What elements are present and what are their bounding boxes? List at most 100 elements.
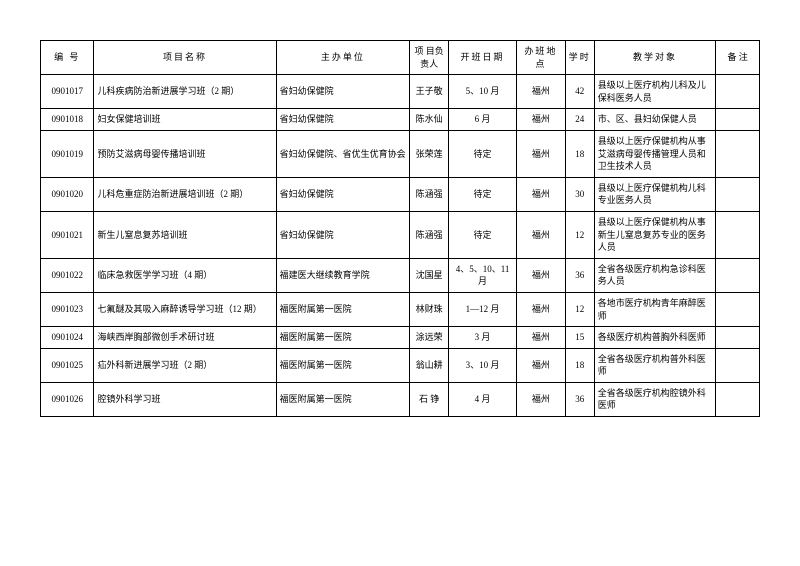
- cell-date: 4 月: [449, 382, 517, 416]
- cell-target: 市、区、县妇幼保健人员: [594, 109, 715, 131]
- cell-id: 0901025: [41, 348, 94, 382]
- cell-id: 0901021: [41, 211, 94, 258]
- cell-leader: 沈国星: [410, 258, 449, 292]
- cell-hours: 15: [565, 327, 594, 349]
- cell-date: 3、10 月: [449, 348, 517, 382]
- cell-target: 全省各级医疗机构腔镜外科医师: [594, 382, 715, 416]
- cell-date: 待定: [449, 130, 517, 177]
- cell-leader: 王子敬: [410, 75, 449, 109]
- table-body: 0901017儿科疾病防治新进展学习班（2 期）省妇幼保健院王子敬5、10 月福…: [41, 75, 760, 417]
- cell-leader: 林财珠: [410, 292, 449, 326]
- table-row: 0901023七氟醚及其吸入麻醉诱导学习班（12 期）福医附属第一医院林财珠1—…: [41, 292, 760, 326]
- cell-note: [716, 75, 760, 109]
- cell-date: 4、5、10、11月: [449, 258, 517, 292]
- cell-hours: 12: [565, 211, 594, 258]
- cell-id: 0901018: [41, 109, 94, 131]
- cell-date: 3 月: [449, 327, 517, 349]
- header-row: 编 号 项目名称 主办单位 项 目负责人 开班日期 办班地点 学时 教学对象 备…: [41, 41, 760, 75]
- cell-hours: 12: [565, 292, 594, 326]
- cell-loc: 福州: [517, 348, 566, 382]
- cell-id: 0901026: [41, 382, 94, 416]
- cell-hours: 36: [565, 382, 594, 416]
- cell-org: 省妇幼保健院、省优生优育协会: [276, 130, 410, 177]
- cell-note: [716, 109, 760, 131]
- col-header-id: 编 号: [41, 41, 94, 75]
- cell-loc: 福州: [517, 258, 566, 292]
- cell-hours: 42: [565, 75, 594, 109]
- cell-org: 福医附属第一医院: [276, 327, 410, 349]
- col-header-name: 项目名称: [94, 41, 276, 75]
- cell-note: [716, 327, 760, 349]
- cell-name: 预防艾滋病母婴传播培训班: [94, 130, 276, 177]
- cell-leader: 涂远荣: [410, 327, 449, 349]
- cell-target: 县级以上医疗机构儿科及儿保科医务人员: [594, 75, 715, 109]
- cell-leader: 陈水仙: [410, 109, 449, 131]
- cell-org: 省妇幼保健院: [276, 177, 410, 211]
- cell-note: [716, 211, 760, 258]
- table-row: 0901018妇女保健培训班省妇幼保健院陈水仙6 月福州24市、区、县妇幼保健人…: [41, 109, 760, 131]
- col-header-org: 主办单位: [276, 41, 410, 75]
- cell-note: [716, 348, 760, 382]
- table-row: 0901022临床急救医学学习班（4 期）福建医大继续教育学院沈国星4、5、10…: [41, 258, 760, 292]
- cell-name: 儿科疾病防治新进展学习班（2 期）: [94, 75, 276, 109]
- cell-date: 待定: [449, 177, 517, 211]
- cell-hours: 24: [565, 109, 594, 131]
- cell-org: 省妇幼保健院: [276, 211, 410, 258]
- cell-loc: 福州: [517, 177, 566, 211]
- cell-loc: 福州: [517, 382, 566, 416]
- cell-id: 0901020: [41, 177, 94, 211]
- cell-note: [716, 177, 760, 211]
- cell-id: 0901022: [41, 258, 94, 292]
- table-row: 0901025疝外科新进展学习班（2 期）福医附属第一医院翁山耕3、10 月福州…: [41, 348, 760, 382]
- cell-id: 0901019: [41, 130, 94, 177]
- cell-date: 5、10 月: [449, 75, 517, 109]
- cell-leader: 翁山耕: [410, 348, 449, 382]
- cell-target: 各级医疗机构普胸外科医师: [594, 327, 715, 349]
- cell-id: 0901023: [41, 292, 94, 326]
- cell-note: [716, 292, 760, 326]
- col-header-target: 教学对象: [594, 41, 715, 75]
- cell-note: [716, 130, 760, 177]
- table-row: 0901020儿科危重症防治新进展培训班（2 期）省妇幼保健院陈涵强待定福州30…: [41, 177, 760, 211]
- cell-name: 腔镜外科学习班: [94, 382, 276, 416]
- cell-target: 县级以上医疗保健机构儿科专业医务人员: [594, 177, 715, 211]
- cell-name: 海峡西岸胸部微创手术研讨班: [94, 327, 276, 349]
- cell-loc: 福州: [517, 109, 566, 131]
- cell-target: 全省各级医疗机构普外科医师: [594, 348, 715, 382]
- table-row: 0901019预防艾滋病母婴传播培训班省妇幼保健院、省优生优育协会张荣莲待定福州…: [41, 130, 760, 177]
- col-header-hours: 学时: [565, 41, 594, 75]
- cell-date: 1—12 月: [449, 292, 517, 326]
- cell-name: 疝外科新进展学习班（2 期）: [94, 348, 276, 382]
- cell-date: 6 月: [449, 109, 517, 131]
- col-header-loc: 办班地点: [517, 41, 566, 75]
- cell-org: 省妇幼保健院: [276, 75, 410, 109]
- cell-hours: 18: [565, 130, 594, 177]
- cell-id: 0901024: [41, 327, 94, 349]
- table-row: 0901017儿科疾病防治新进展学习班（2 期）省妇幼保健院王子敬5、10 月福…: [41, 75, 760, 109]
- cell-target: 县级以上医疗保健机构从事艾滋病母婴传播管理人员和卫生技术人员: [594, 130, 715, 177]
- cell-note: [716, 258, 760, 292]
- cell-org: 省妇幼保健院: [276, 109, 410, 131]
- col-header-note: 备 注: [716, 41, 760, 75]
- cell-name: 七氟醚及其吸入麻醉诱导学习班（12 期）: [94, 292, 276, 326]
- cell-name: 妇女保健培训班: [94, 109, 276, 131]
- cell-target: 各地市医疗机构青年麻醉医师: [594, 292, 715, 326]
- cell-loc: 福州: [517, 75, 566, 109]
- table-row: 0901021新生儿窒息复苏培训班省妇幼保健院陈涵强待定福州12县级以上医疗保健…: [41, 211, 760, 258]
- cell-name: 新生儿窒息复苏培训班: [94, 211, 276, 258]
- table-row: 0901026腔镜外科学习班福医附属第一医院石 铮4 月福州36全省各级医疗机构…: [41, 382, 760, 416]
- cell-target: 全省各级医疗机构急诊科医务人员: [594, 258, 715, 292]
- cell-date: 待定: [449, 211, 517, 258]
- cell-hours: 30: [565, 177, 594, 211]
- training-courses-table: 编 号 项目名称 主办单位 项 目负责人 开班日期 办班地点 学时 教学对象 备…: [40, 40, 760, 417]
- col-header-date: 开班日期: [449, 41, 517, 75]
- cell-org: 福医附属第一医院: [276, 292, 410, 326]
- cell-loc: 福州: [517, 292, 566, 326]
- cell-name: 临床急救医学学习班（4 期）: [94, 258, 276, 292]
- cell-loc: 福州: [517, 211, 566, 258]
- cell-hours: 18: [565, 348, 594, 382]
- cell-id: 0901017: [41, 75, 94, 109]
- cell-loc: 福州: [517, 327, 566, 349]
- cell-leader: 陈涵强: [410, 177, 449, 211]
- cell-target: 县级以上医疗保健机构从事新生儿窒息复苏专业的医务人员: [594, 211, 715, 258]
